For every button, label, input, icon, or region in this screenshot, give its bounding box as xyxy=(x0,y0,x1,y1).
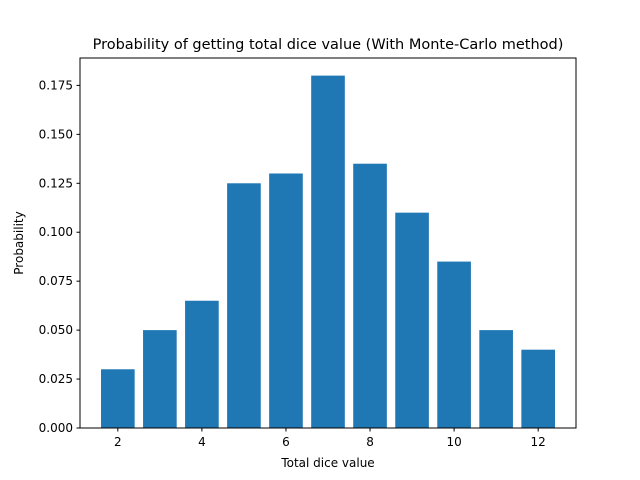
y-tick-label: 0.150 xyxy=(39,127,73,141)
bar-5 xyxy=(227,183,261,428)
y-tick-label: 0.075 xyxy=(39,274,73,288)
y-axis-label: Probability xyxy=(12,211,26,274)
bar-9 xyxy=(395,212,429,428)
x-tick-label: 8 xyxy=(366,435,374,449)
y-tick-label: 0.000 xyxy=(39,421,73,435)
x-axis-ticks: 2 4 6 8 10 12 xyxy=(114,428,546,449)
chart-title: Probability of getting total dice value … xyxy=(93,37,564,53)
y-tick-label: 0.100 xyxy=(39,225,73,239)
bar-7 xyxy=(311,75,345,429)
x-tick-label: 10 xyxy=(446,435,461,449)
x-tick-label: 4 xyxy=(198,435,206,449)
x-tick-label: 2 xyxy=(114,435,122,449)
y-tick-label: 0.125 xyxy=(39,176,73,190)
bars-group xyxy=(101,75,555,429)
x-tick-label: 12 xyxy=(531,435,546,449)
bar-10 xyxy=(437,261,471,428)
bar-4 xyxy=(185,300,219,428)
x-tick-label: 6 xyxy=(282,435,290,449)
y-axis-ticks: 0.000 0.025 0.050 0.075 0.100 0.125 0.150 0.175 xyxy=(39,78,80,435)
bar-3 xyxy=(143,330,177,428)
y-tick-label: 0.050 xyxy=(39,323,73,337)
y-tick-label: 0.175 xyxy=(39,78,73,92)
bar-11 xyxy=(479,330,513,428)
bar-8 xyxy=(353,163,387,428)
axes-frame xyxy=(79,57,577,429)
x-axis-label: Total dice value xyxy=(280,456,374,470)
bar-6 xyxy=(269,173,303,428)
bar-12 xyxy=(521,349,555,428)
bar-2 xyxy=(101,369,135,428)
y-tick-label: 0.025 xyxy=(39,372,73,386)
